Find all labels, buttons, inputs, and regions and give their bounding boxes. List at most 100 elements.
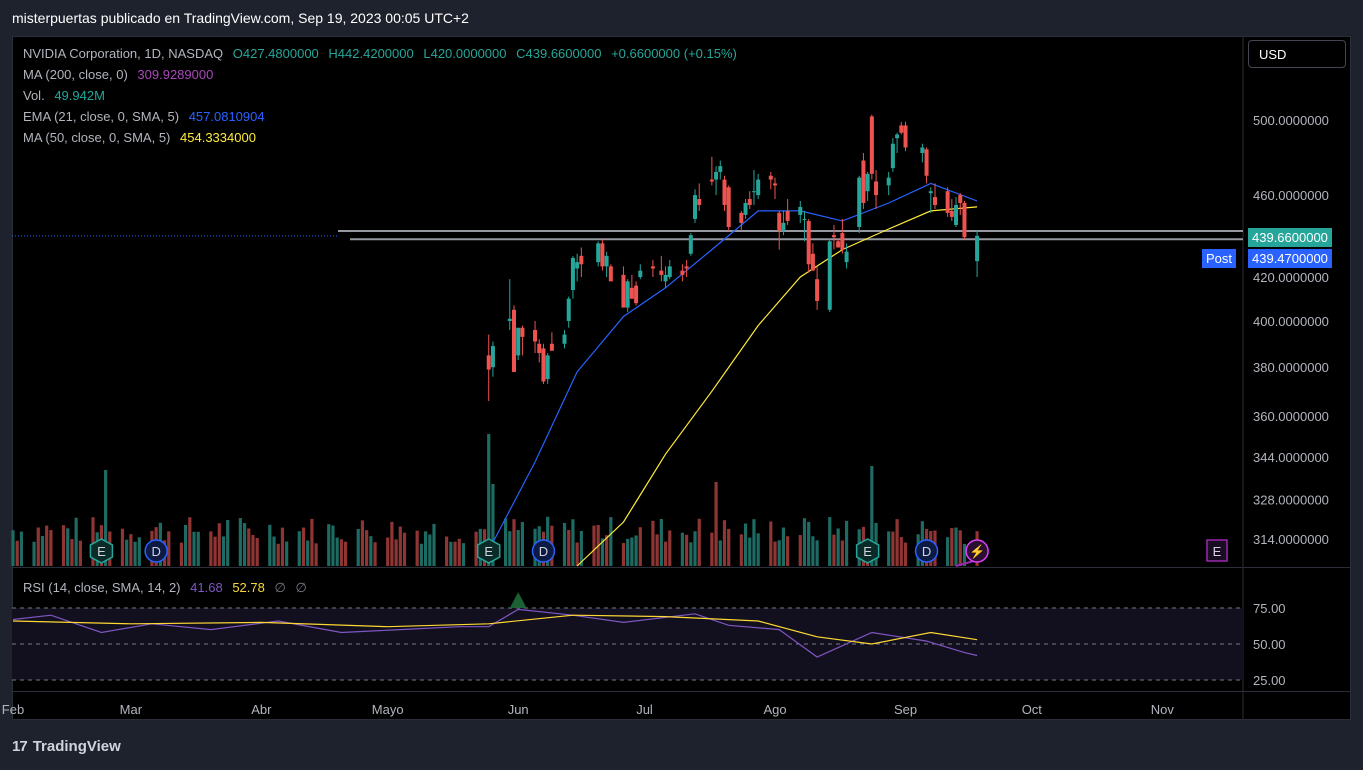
footer-brand[interactable]: TradingView [32,738,121,755]
volume-bar [899,537,903,566]
dividend-marker-icon[interactable]: D [144,539,168,563]
candle-body [932,197,937,205]
volume-bar [512,519,516,566]
volume-bar [125,539,129,566]
candle-body [663,274,668,282]
candle-body [516,327,521,356]
ohlc-change: +0.6600000 (+0.15%) [611,46,737,61]
volume-bar [365,530,369,566]
volume-bar [19,531,24,566]
volume-bar [773,541,777,566]
dividend-marker-icon[interactable]: D [531,539,556,563]
volume-bar [832,534,836,566]
price-axis-label: 344.0000000 [1253,450,1329,465]
future-earnings-letter: E [1213,544,1222,559]
candle-body [714,171,719,180]
legend-ma50[interactable]: MA (50, close, 0, SMA, 5) 454.3334000 [23,130,262,145]
candle-body [945,191,950,213]
candle-body [600,243,605,267]
rsi-extra-1: ∅ [274,580,286,595]
time-axis-label: Abr [251,702,272,717]
candle-body [541,348,546,382]
candle-body [507,318,512,321]
volume-bar [331,525,335,566]
volume-bar [91,517,95,566]
volume-bar [394,539,398,566]
candle-body [886,177,891,186]
volume-bar [562,522,567,566]
price-axis-label: 420.0000000 [1253,270,1329,285]
volume-bar [605,535,609,566]
volume-bar [626,538,630,566]
volume-bar [255,537,259,566]
volume-bar [663,541,668,566]
legend-volume[interactable]: Vol. 49.942M [23,88,111,103]
volume-bar [415,530,419,566]
volume-bar [638,527,642,566]
candle-body [810,253,815,271]
volume-bar [807,521,811,566]
volume-bar [685,534,689,566]
chart-frame[interactable] [12,36,1351,720]
volume-bar [36,527,40,566]
candle-body [726,187,731,227]
earnings-marker-icon[interactable]: E [89,538,114,564]
candle-body [869,116,874,174]
ma50-value: 454.3334000 [180,130,256,145]
volume-bar [285,541,289,566]
volume-bar [360,520,365,566]
volume-bar [621,543,626,566]
candle-body [579,255,584,265]
legend-rsi[interactable]: RSI (14, close, SMA, 14, 2) 41.68 52.78 … [23,580,313,596]
candle-body [680,270,685,275]
volume-bar [575,542,579,566]
legend-ema21[interactable]: EMA (21, close, 0, SMA, 5) 457.0810904 [23,109,271,124]
marker-letter: D [539,544,548,559]
volume-bar [226,519,230,566]
candle-body [920,147,925,154]
volume-bar [40,536,45,566]
ohlc-close: C439.6600000 [516,46,602,61]
volume-bar [786,536,790,566]
ma200-value: 309.9289000 [137,67,214,82]
candle-body [533,330,538,342]
marker-letter: ⚡ [969,544,985,560]
volume-bar [739,534,743,566]
volume-bar [297,531,301,566]
symbol-name[interactable]: NVIDIA Corporation, 1D, NASDAQ [23,46,224,61]
volume-bar [655,534,659,566]
candle-body [739,212,744,223]
volume-bar [32,541,36,566]
volume-bar [487,434,491,566]
dividend-marker-icon[interactable]: D [914,539,939,563]
volume-bar [815,540,819,566]
candle-body [629,287,634,299]
volume-bar [66,528,70,566]
volume-bar [104,470,108,566]
volume-value: 49.942M [54,88,105,103]
marker-letter: E [97,544,106,559]
candle-body [751,191,756,193]
last-price-tag: 439.6600000 [1248,228,1332,247]
split-marker-icon[interactable]: ⚡ [965,539,989,563]
volume-bar [213,536,217,566]
rsi-overbought-fill [509,592,527,608]
volume-bar [356,528,360,566]
volume-bar [179,542,183,566]
earnings-marker-icon[interactable]: E [476,538,501,564]
candle-body [545,355,550,380]
earnings-marker-icon[interactable]: E [855,538,880,564]
rsi-value: 41.68 [190,580,223,595]
legend-ma200[interactable]: MA (200, close, 0) 309.9289000 [23,67,219,82]
candle-body [975,235,980,262]
currency-button[interactable]: USD [1248,40,1346,68]
volume-bar [769,521,773,566]
volume-bar [432,523,436,566]
volume-bar [503,518,508,566]
candle-body [537,343,542,354]
publisher-bar: misterpuertas publicado en TradingView.c… [0,0,1363,36]
volume-bar [449,541,453,566]
candle-body [634,285,639,304]
candle-body [874,181,879,196]
